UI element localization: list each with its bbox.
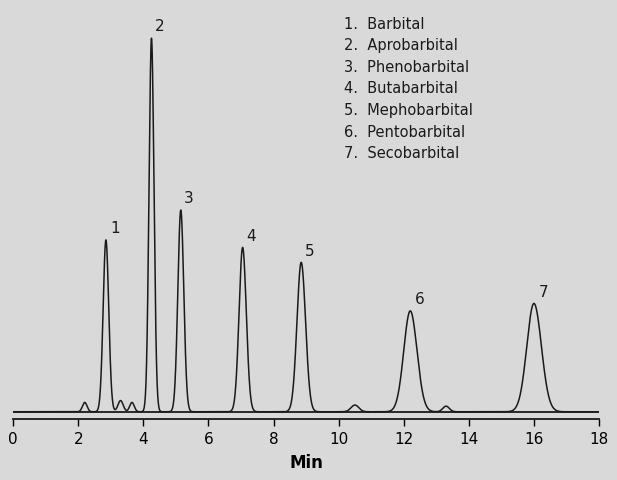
Text: 7: 7 — [539, 285, 548, 300]
Text: 2: 2 — [155, 20, 164, 35]
Text: 3: 3 — [184, 192, 194, 206]
Text: 1: 1 — [110, 221, 120, 236]
Text: 5: 5 — [304, 244, 314, 259]
Text: 6: 6 — [415, 292, 424, 307]
Text: 4: 4 — [246, 228, 255, 244]
X-axis label: Min: Min — [289, 454, 323, 472]
Text: 1.  Barbital
2.  Aprobarbital
3.  Phenobarbital
4.  Butabarbital
5.  Mephobarbit: 1. Barbital 2. Aprobarbital 3. Phenobarb… — [344, 16, 473, 161]
